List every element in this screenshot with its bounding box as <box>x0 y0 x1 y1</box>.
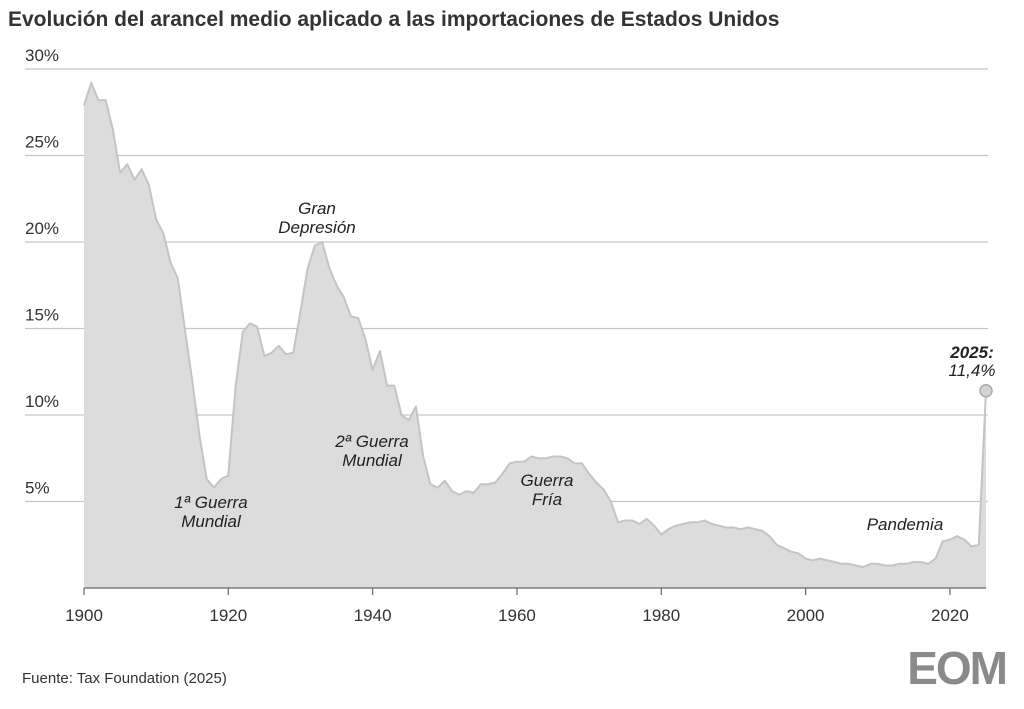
y-tick-label: 25% <box>25 133 59 152</box>
y-tick-label: 5% <box>25 479 50 498</box>
x-tick-label: 1960 <box>498 606 536 625</box>
annotation: Pandemia <box>867 515 944 534</box>
y-tick-label: 30% <box>25 46 59 65</box>
source: Fuente: Tax Foundation (2025) <box>22 670 227 687</box>
y-tick-label: 15% <box>25 306 59 325</box>
annotation: 2ª Guerra <box>334 432 408 451</box>
line <box>83 81 987 569</box>
x-tick-label: 1940 <box>354 606 392 625</box>
annotation: Depresión <box>278 218 356 237</box>
x-tick-label: 2020 <box>931 606 969 625</box>
annotation: Fría <box>532 490 562 509</box>
annotation: 2025: <box>949 343 993 362</box>
annotation: Mundial <box>181 512 242 531</box>
x-tick-label: 1900 <box>65 606 103 625</box>
chart-title: Evolución del arancel medio aplicado a l… <box>8 8 779 31</box>
y-tick-label: 10% <box>25 392 59 411</box>
x-tick-label: 2000 <box>787 606 825 625</box>
annotation: Mundial <box>342 451 403 470</box>
x-tick-label: 1920 <box>209 606 247 625</box>
annotation: Guerra <box>521 471 574 490</box>
y-tick-label: 20% <box>25 219 59 238</box>
value-label: 11,4% <box>949 361 996 380</box>
end-marker <box>979 384 993 398</box>
x-tick-label: 1980 <box>642 606 680 625</box>
annotation: 1ª Guerra <box>174 493 247 512</box>
area <box>84 82 986 589</box>
logo: EOM <box>907 642 1006 694</box>
annotation: Gran <box>298 199 336 218</box>
